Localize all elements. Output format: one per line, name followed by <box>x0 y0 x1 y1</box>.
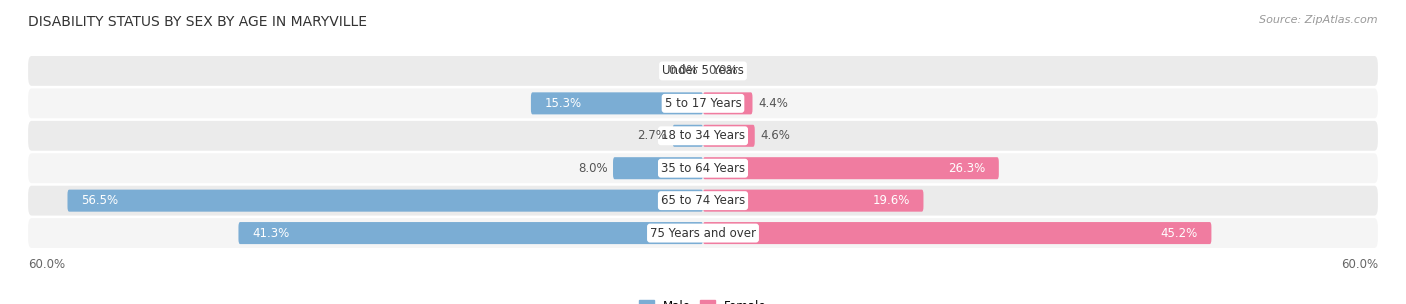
Text: DISABILITY STATUS BY SEX BY AGE IN MARYVILLE: DISABILITY STATUS BY SEX BY AGE IN MARYV… <box>28 15 367 29</box>
Text: 5 to 17 Years: 5 to 17 Years <box>665 97 741 110</box>
FancyBboxPatch shape <box>28 56 1378 86</box>
FancyBboxPatch shape <box>28 218 1378 248</box>
FancyBboxPatch shape <box>703 190 924 212</box>
FancyBboxPatch shape <box>28 88 1378 118</box>
FancyBboxPatch shape <box>28 153 1378 183</box>
FancyBboxPatch shape <box>67 190 703 212</box>
Text: 56.5%: 56.5% <box>82 194 118 207</box>
Text: 35 to 64 Years: 35 to 64 Years <box>661 162 745 175</box>
FancyBboxPatch shape <box>613 157 703 179</box>
FancyBboxPatch shape <box>28 121 1378 151</box>
Text: 2.7%: 2.7% <box>637 129 666 142</box>
Text: 19.6%: 19.6% <box>873 194 910 207</box>
FancyBboxPatch shape <box>28 186 1378 216</box>
Text: 8.0%: 8.0% <box>578 162 607 175</box>
Text: 4.4%: 4.4% <box>758 97 787 110</box>
Text: 60.0%: 60.0% <box>28 258 65 271</box>
Text: 0.0%: 0.0% <box>709 64 738 78</box>
FancyBboxPatch shape <box>703 125 755 147</box>
Text: Source: ZipAtlas.com: Source: ZipAtlas.com <box>1260 15 1378 25</box>
Legend: Male, Female: Male, Female <box>634 295 772 304</box>
Text: Under 5 Years: Under 5 Years <box>662 64 744 78</box>
FancyBboxPatch shape <box>531 92 703 114</box>
Text: 15.3%: 15.3% <box>544 97 582 110</box>
Text: 0.0%: 0.0% <box>668 64 697 78</box>
FancyBboxPatch shape <box>239 222 703 244</box>
Text: 60.0%: 60.0% <box>1341 258 1378 271</box>
FancyBboxPatch shape <box>703 92 752 114</box>
Text: 4.6%: 4.6% <box>761 129 790 142</box>
Text: 65 to 74 Years: 65 to 74 Years <box>661 194 745 207</box>
Text: 18 to 34 Years: 18 to 34 Years <box>661 129 745 142</box>
FancyBboxPatch shape <box>672 125 703 147</box>
Text: 75 Years and over: 75 Years and over <box>650 226 756 240</box>
FancyBboxPatch shape <box>703 222 1212 244</box>
Text: 26.3%: 26.3% <box>948 162 986 175</box>
Text: 45.2%: 45.2% <box>1161 226 1198 240</box>
Text: 41.3%: 41.3% <box>252 226 290 240</box>
FancyBboxPatch shape <box>703 157 998 179</box>
